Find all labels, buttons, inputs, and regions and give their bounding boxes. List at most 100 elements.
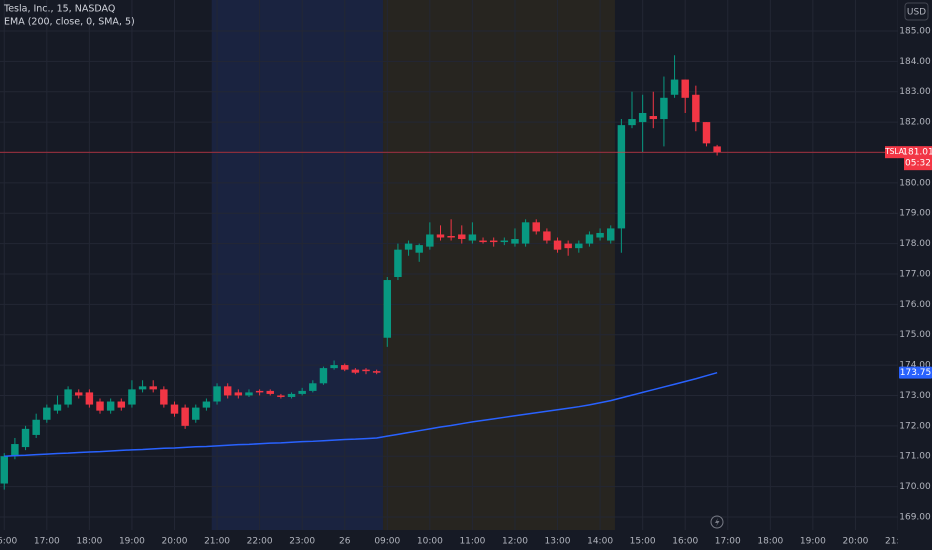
ema-line	[4, 371, 718, 457]
candle-body	[75, 392, 83, 396]
candle-body	[128, 389, 136, 405]
session-shade	[211, 0, 384, 530]
lightning-circle[interactable]	[710, 515, 724, 529]
candle-body	[638, 112, 647, 123]
y-tick-label: 170.00	[899, 482, 931, 492]
symbol-tag: TSLA	[884, 147, 905, 156]
x-tick-label: 12:00	[502, 537, 528, 547]
candle-body	[32, 419, 40, 435]
candle-body	[383, 280, 392, 338]
x-tick-label: 11:00	[459, 537, 485, 547]
candle-body	[660, 97, 668, 120]
last-price-tag	[904, 146, 932, 171]
symbol-tag-box	[885, 146, 904, 159]
candle-body	[160, 389, 168, 405]
candle-body	[287, 393, 296, 397]
candle-body	[213, 386, 221, 402]
candle-body	[266, 390, 274, 394]
candle-body	[0, 456, 8, 484]
session-shade	[383, 0, 615, 530]
candle-body	[426, 234, 434, 247]
y-tick-label: 184.00	[899, 57, 931, 67]
y-tick-label: 178.00	[899, 239, 931, 249]
candle-body	[362, 369, 370, 372]
x-tick-label: 20:00	[842, 537, 868, 547]
plot	[0, 55, 898, 490]
x-tick-label: 20:00	[162, 537, 188, 547]
y-tick-label: 169.00	[899, 512, 931, 522]
candle-body	[255, 390, 264, 393]
candle-body	[713, 146, 721, 153]
candle-body	[607, 228, 615, 241]
candle-body	[234, 392, 243, 396]
y-tick-label: 182.00	[899, 118, 931, 128]
candle-body	[223, 386, 232, 396]
x-tick-label: 17:00	[715, 537, 741, 547]
x-tick-label: 10:00	[417, 537, 443, 547]
candle-body	[277, 395, 285, 397]
lightning-bolt[interactable]	[715, 518, 720, 527]
candle-body	[468, 234, 477, 241]
indicator-legend: EMA (200, close, 0, SMA, 5)	[4, 17, 135, 28]
ema-price-label: 173.75	[900, 368, 932, 378]
candle-body	[181, 407, 189, 426]
candle-body	[585, 234, 594, 244]
candle-body	[245, 392, 253, 396]
currency-button[interactable]	[904, 2, 929, 21]
last-price-label: 181.01	[902, 148, 932, 158]
candle-body	[564, 243, 572, 249]
candle-body	[447, 235, 455, 238]
x-tick-label: 15:00	[630, 537, 656, 547]
candle-body	[351, 369, 360, 373]
candle-body	[617, 125, 626, 229]
lightning-icon[interactable]	[710, 515, 724, 529]
x-tick-label: 18:00	[757, 537, 783, 547]
y-tick-label: 179.00	[899, 209, 931, 219]
x-tick-label: 18:00	[76, 537, 102, 547]
y-tick-label: 176.00	[899, 300, 931, 310]
candle-body	[575, 243, 583, 249]
x-tick-label: 23:00	[289, 537, 315, 547]
candle-body	[298, 390, 306, 394]
y-tick-label: 172.00	[899, 421, 931, 431]
candle-body	[479, 240, 487, 243]
candle-body	[149, 386, 157, 390]
x-tick-label: 16:00	[672, 537, 698, 547]
candle-body	[394, 249, 402, 277]
y-tick-label: 174.00	[899, 361, 931, 371]
candle-body	[85, 392, 94, 405]
x-axis: 16:00 17:00 18:00 19:00 20:00 21:00 22:00 23:00…	[0, 537, 898, 547]
candle-body	[681, 79, 689, 98]
candle-body	[11, 444, 19, 457]
currency-label[interactable]: USD	[907, 8, 926, 18]
candle-body	[553, 240, 562, 250]
candle-body	[372, 371, 381, 373]
grid	[0, 0, 898, 530]
candle-body	[415, 245, 423, 253]
candle-body	[117, 401, 126, 408]
candle-body	[649, 116, 658, 120]
candle-body	[319, 368, 328, 384]
candle-body	[106, 401, 115, 411]
candle-body	[436, 234, 445, 238]
candle-body	[170, 404, 179, 414]
symbol-title: Tesla, Inc., 15, NASDAQ	[3, 4, 115, 15]
candle-body	[489, 240, 498, 243]
x-tick-label: 09:00	[374, 537, 400, 547]
y-tick-label: 175.00	[899, 330, 931, 340]
candle-body	[702, 122, 711, 144]
candle-body	[21, 428, 30, 448]
candle-body	[532, 222, 540, 232]
candle-body	[96, 401, 104, 411]
y-tick-label: 173.00	[899, 391, 931, 401]
y-tick-label: 183.00	[899, 87, 931, 97]
candle-body	[521, 222, 530, 244]
candle-body	[43, 407, 51, 420]
candle-body	[500, 240, 509, 243]
candle-body	[670, 79, 679, 95]
candle-body	[53, 404, 62, 411]
candle-body	[202, 401, 211, 408]
y-tick-label: 177.00	[899, 269, 931, 279]
